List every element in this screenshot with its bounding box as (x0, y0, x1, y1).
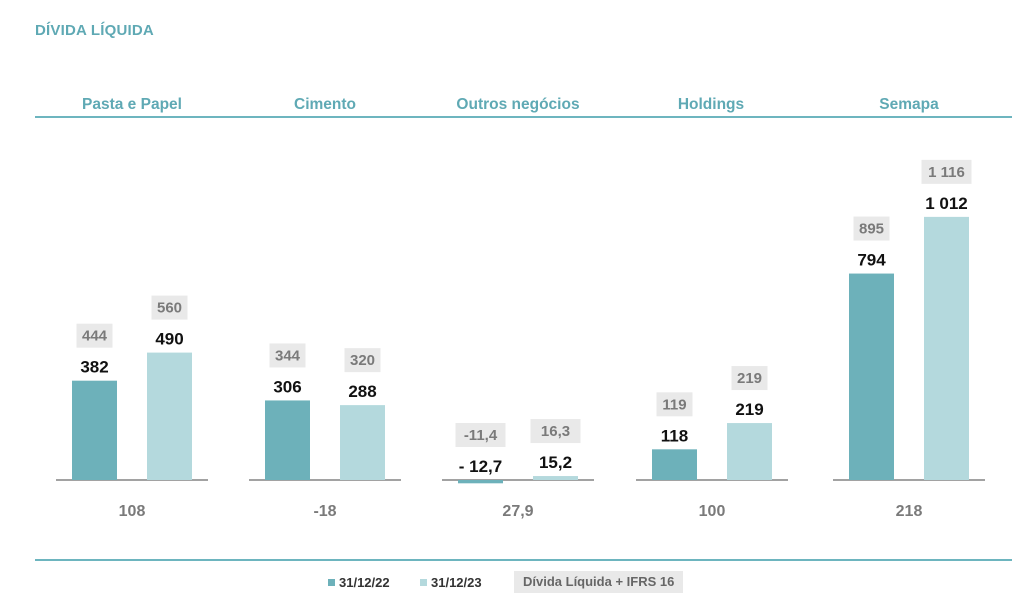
bar-2022 (72, 380, 117, 480)
segment-title-outros-negocios: Outros negócios (456, 96, 580, 113)
change-label: 100 (699, 503, 726, 520)
value-label-2022: 794 (857, 251, 886, 270)
svg-text:-11,4: -11,4 (464, 427, 498, 444)
svg-text:320: 320 (350, 352, 375, 369)
bar-2023 (147, 352, 192, 480)
ifrs16-label-2022: 119 (656, 392, 693, 417)
change-label: 218 (896, 503, 923, 520)
bar-2023 (533, 476, 578, 480)
legend-swatch-2022 (328, 578, 335, 586)
value-label-2023: 219 (735, 400, 763, 419)
change-label: 27,9 (502, 503, 533, 520)
value-label-2022: - 12,7 (459, 457, 502, 476)
value-label-2023: 1 012 (925, 194, 968, 213)
value-label-2023: 15,2 (539, 453, 572, 472)
bar-chart: 382 490 444 560 108 306 288 344 320 -18 - 12,7 15,2… (56, 159, 985, 520)
svg-text:1 116: 1 116 (928, 164, 965, 181)
svg-text:119: 119 (662, 396, 686, 413)
change-label: -18 (313, 503, 336, 520)
value-label-2023: 490 (155, 330, 183, 349)
bar-2022 (652, 449, 697, 480)
legend-swatch-2023 (420, 578, 427, 586)
ifrs16-label-2022: 444 (76, 323, 113, 348)
svg-text:219: 219 (737, 370, 762, 387)
value-label-2023: 288 (348, 382, 376, 401)
segment-title-holdings: Holdings (677, 96, 745, 113)
ifrs16-label-2023: 16,3 (530, 419, 581, 444)
ifrs16-label-2023: 219 (731, 366, 768, 391)
value-label-2022: 118 (661, 426, 688, 445)
segment-title-cimento: Cimento (294, 96, 356, 113)
bar-2022 (458, 480, 503, 484)
svg-text:895: 895 (859, 221, 884, 238)
chart-title: DÍVIDA LÍQUIDA (35, 22, 154, 39)
bar-2022 (265, 400, 310, 480)
ifrs16-label-2022: 895 (853, 216, 890, 241)
segment-title-pasta-e-papel: Pasta e Papel (82, 96, 182, 113)
legend-item-2022: 31/12/22 (328, 571, 390, 593)
svg-text:560: 560 (157, 300, 182, 317)
bar-2023 (727, 423, 772, 480)
bar-2023 (340, 405, 385, 480)
svg-text:444: 444 (82, 328, 108, 345)
ifrs16-label-2023: 320 (344, 348, 381, 373)
segment-title-semapa: Semapa (879, 96, 939, 113)
value-label-2022: 382 (80, 358, 108, 377)
bar-2023 (924, 216, 969, 480)
legend-item-2023: 31/12/23 (420, 571, 482, 593)
legend-label-2022: 31/12/22 (339, 574, 390, 590)
change-label: 108 (119, 503, 146, 520)
ifrs16-label-2022: 344 (269, 343, 306, 368)
legend-label-2023: 31/12/23 (431, 574, 482, 590)
bar-2022 (849, 273, 894, 480)
footer-rule (35, 559, 1012, 561)
svg-text:344: 344 (275, 347, 301, 364)
value-label-2022: 306 (273, 377, 301, 396)
ifrs16-label-2023: 1 116 (921, 159, 972, 184)
legend: 31/12/22 31/12/23 Dívida Líquida + IFRS … (0, 571, 1024, 595)
ifrs16-label-2023: 560 (151, 295, 188, 320)
header-rule (35, 116, 1012, 118)
legend-ifrs16: Dívida Líquida + IFRS 16 (514, 571, 684, 593)
svg-text:16,3: 16,3 (541, 423, 570, 440)
ifrs16-label-2022: -11,4 (455, 423, 506, 447)
